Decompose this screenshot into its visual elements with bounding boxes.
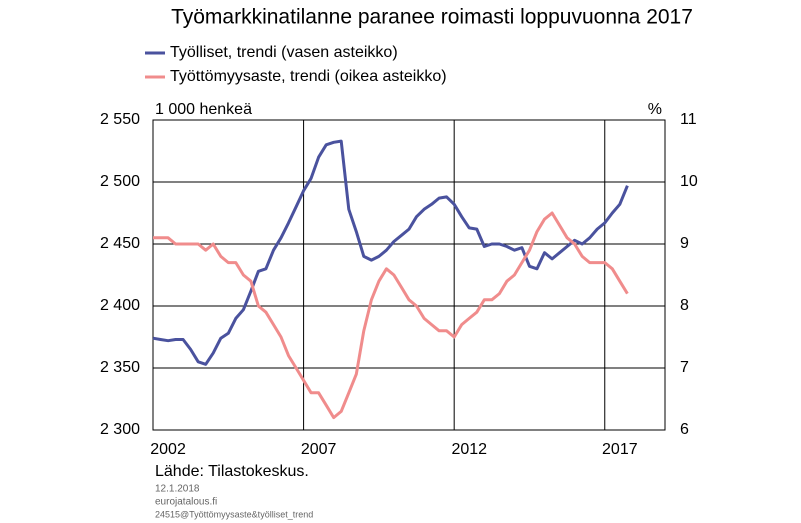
legend-label: Työttömyysaste, trendi (oikea asteikko) — [170, 68, 447, 85]
legend-label: Työlliset, trendi (vasen asteikko) — [170, 44, 398, 61]
plot-frame — [152, 119, 666, 431]
y-unit-label: 1 000 henkeä — [155, 101, 252, 118]
x-tick-label: 2017 — [602, 441, 638, 458]
y-tick-label: 2 300 — [100, 421, 140, 438]
y2-tick-label: 10 — [680, 173, 698, 190]
source: Lähde: Tilastokeskus. — [155, 463, 309, 480]
y2-tick-label: 9 — [680, 235, 689, 252]
y-tick-label: 2 400 — [100, 297, 140, 314]
x-tick-label: 2007 — [301, 441, 337, 458]
data-line — [152, 139, 629, 366]
y2-unit-label: % — [648, 101, 662, 118]
y-tick-label: 2 550 — [100, 111, 140, 128]
data-line — [153, 211, 629, 420]
file-id: 24515@Työttömyysaste&työlliset_trend — [155, 509, 313, 519]
y-tick-label: 2 500 — [100, 173, 140, 190]
y-tick-label: 2 450 — [100, 235, 140, 252]
y-tick-label: 2 350 — [100, 359, 140, 376]
x-tick-label: 2012 — [451, 441, 487, 458]
y2-tick-label: 6 — [680, 421, 689, 438]
y2-tick-label: 8 — [680, 297, 689, 314]
y2-tick-label: 11 — [680, 111, 697, 128]
y2-tick-label: 7 — [680, 359, 689, 376]
chart-title: Työmarkkinatilanne paranee roimasti lopp… — [171, 6, 693, 29]
site: eurojatalous.fi — [155, 497, 217, 508]
date: 12.1.2018 — [155, 484, 200, 495]
x-tick-label: 2002 — [150, 441, 186, 458]
